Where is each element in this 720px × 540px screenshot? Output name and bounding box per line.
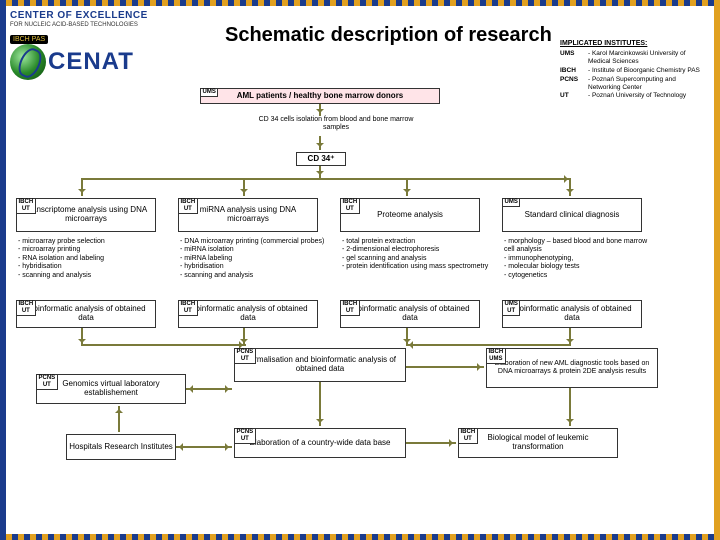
globe-icon xyxy=(10,44,46,80)
tag: IBCHUT xyxy=(178,300,198,316)
arrow xyxy=(319,104,321,116)
arrow xyxy=(319,166,321,178)
bio1: IBCHUT Bioinformatic analysis of obtaine… xyxy=(16,300,156,328)
cd34-box: CD 34⁺ xyxy=(296,152,346,166)
arrow xyxy=(81,344,246,346)
list4: morphology – based blood and bone marrow… xyxy=(504,238,654,280)
arrow xyxy=(406,442,456,444)
arrow xyxy=(186,388,232,390)
bio2: IBCHUT Bioinformatic analysis of obtaine… xyxy=(178,300,318,328)
col2-box: IBCHUT miRNA analysis using DNA microarr… xyxy=(178,198,318,232)
arrow xyxy=(406,178,408,196)
normalisation-box: PCNSUT Normalisation and bioinformatic a… xyxy=(234,348,406,382)
tag: IBCHUT xyxy=(458,428,478,444)
genomics-box: PCNSUT Genomics virtual laboratory estab… xyxy=(36,374,186,404)
list2: DNA microarray printing (commercial prob… xyxy=(180,238,330,280)
logo-text: CENAT xyxy=(48,48,134,76)
cd34-isolation: CD 34 cells isolation from blood and bon… xyxy=(256,116,416,131)
tag: IBCHUT xyxy=(16,300,36,316)
biomodel-box: IBCHUT Biological model of leukemic tran… xyxy=(458,428,618,458)
logo: CENAT xyxy=(10,44,197,80)
list1: microarray probe selectionmicroarray pri… xyxy=(18,238,168,280)
arrow xyxy=(243,178,245,196)
implicated-heading: IMPLICATED INSTITUTES: xyxy=(560,40,708,48)
col3-box: IBCHUT Proteome analysis xyxy=(340,198,480,232)
database-box: PCNSUT Elaboration of a country-wide dat… xyxy=(234,428,406,458)
arrow xyxy=(319,136,321,150)
tag: IBCHUT xyxy=(340,300,360,316)
aml-box: UMS AML patients / healthy bone marrow d… xyxy=(200,88,440,104)
split-line xyxy=(81,178,571,180)
arrow xyxy=(176,446,232,448)
tag: PCNSUT xyxy=(36,374,58,390)
tag: UMSUT xyxy=(502,300,520,316)
center-of-excellence: CENTER OF EXCELLENCE xyxy=(10,10,197,21)
arrow xyxy=(406,344,571,346)
list3: total protein extraction2-dimensional el… xyxy=(342,238,497,272)
col1-box: IBCHUT Transcriptome analysis using DNA … xyxy=(16,198,156,232)
arrow xyxy=(569,388,571,426)
tag: IBCHUMS xyxy=(486,348,506,364)
col4-box: UMS Standard clinical diagnosis xyxy=(502,198,642,232)
diagram: UMS AML patients / healthy bone marrow d… xyxy=(6,76,714,534)
tag-ums: UMS xyxy=(200,88,218,97)
tag: PCNSUT xyxy=(234,348,256,364)
sub-line: FOR NUCLEIC ACID-BASED TECHNOLOGIES xyxy=(10,22,197,28)
tag: UMS xyxy=(502,198,520,207)
ibch-badge: IBCH PAS xyxy=(10,35,48,44)
arrow xyxy=(569,178,571,196)
arrow xyxy=(406,366,484,368)
bio3: IBCHUT Bioinformatic analysis of obtaine… xyxy=(340,300,480,328)
tag: IBCHUT xyxy=(178,198,198,214)
bio4: UMSUT Bioinformatic analysis of obtained… xyxy=(502,300,642,328)
tag: PCNSUT xyxy=(234,428,256,444)
elaboration-box: IBCHUMS Elaboration of new AML diagnosti… xyxy=(486,348,658,388)
arrow xyxy=(81,178,83,196)
arrow xyxy=(319,382,321,426)
tag: IBCHUT xyxy=(340,198,360,214)
hospitals-box: Hospitals Research Institutes xyxy=(66,434,176,460)
tag: IBCHUT xyxy=(16,198,36,214)
arrow xyxy=(118,406,120,432)
